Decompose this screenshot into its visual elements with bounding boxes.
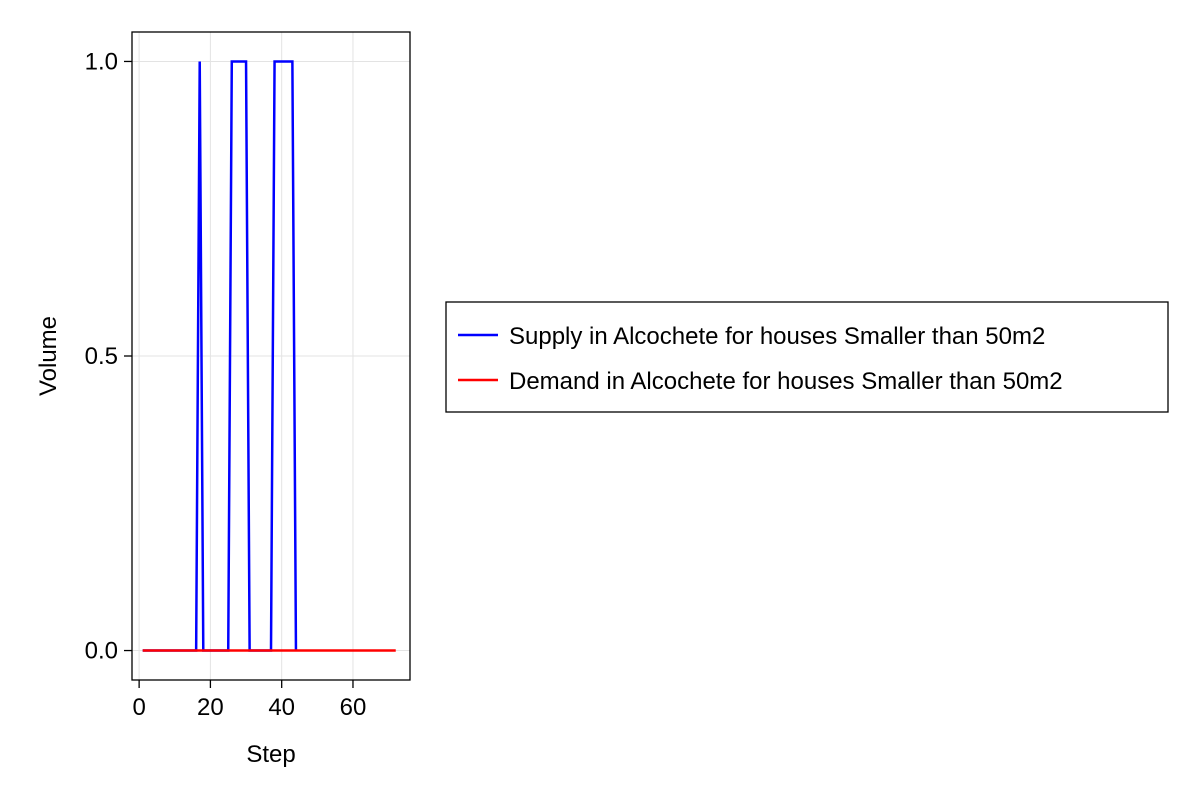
y-axis-label: Volume bbox=[35, 316, 62, 396]
x-tick-label: 0 bbox=[132, 694, 145, 721]
x-tick-label: 40 bbox=[268, 694, 295, 721]
y-tick-label: 1.0 bbox=[85, 48, 118, 75]
y-tick-label: 0.5 bbox=[85, 343, 118, 370]
legend-label-demand: Demand in Alcochete for houses Smaller t… bbox=[509, 368, 1063, 395]
x-axis: 0 20 40 60 bbox=[132, 680, 366, 721]
x-axis-label: Step bbox=[246, 741, 295, 768]
x-tick-label: 60 bbox=[340, 694, 367, 721]
y-tick-label: 0.0 bbox=[85, 638, 118, 665]
legend-box bbox=[445, 301, 1169, 413]
legend: Supply in Alcochete for houses Smaller t… bbox=[445, 301, 1169, 413]
legend-label-supply: Supply in Alcochete for houses Smaller t… bbox=[509, 323, 1045, 350]
x-tick-label: 20 bbox=[197, 694, 224, 721]
y-axis: 0.0 0.5 1.0 bbox=[85, 48, 132, 665]
series-layer bbox=[142, 60, 396, 652]
